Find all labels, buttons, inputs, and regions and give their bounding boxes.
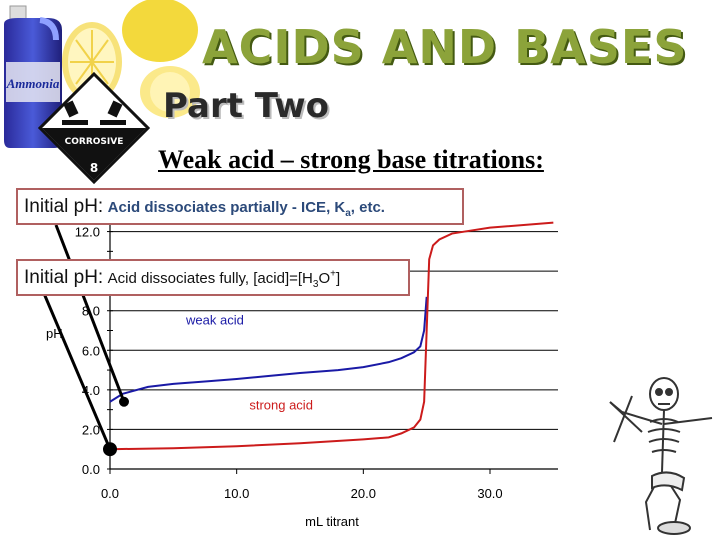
x-tick-label: 10.0 <box>224 486 249 501</box>
pointer-line <box>54 224 126 403</box>
bottle-label: Ammonia <box>6 76 60 91</box>
initial-point-weak-acid <box>119 396 129 407</box>
y-tick-label: 12.0 <box>75 225 100 240</box>
skeleton-chemist-icon <box>609 377 713 535</box>
initial-point-strong-acid <box>103 442 117 457</box>
corrosive-hazard-icon: CORROSIVE 8 <box>38 72 150 184</box>
deck-title: ACIDS AND BASES <box>202 20 688 74</box>
series-label-weak-acid: weak acid <box>185 313 244 328</box>
ammonia-bottle-icon: Ammonia <box>4 5 62 148</box>
chart-axes <box>107 191 558 474</box>
lemons-icon <box>62 0 200 118</box>
callout-lead: Initial pH: <box>24 196 104 217</box>
chart-series <box>109 221 554 451</box>
initial-ph-points <box>103 396 129 457</box>
series-line-strong-acid <box>109 221 554 451</box>
titration-chart: 0.02.04.06.08.012.0 0.0 10.0 20.0 30.0 pH m… <box>38 191 558 529</box>
callout-lead: Initial pH: <box>24 267 104 288</box>
pointer-line <box>38 283 112 450</box>
y-tick-label: 0.0 <box>82 462 100 477</box>
y-axis-label: pH <box>46 326 63 341</box>
callout-tail: ] <box>335 270 341 287</box>
series-line-weak-acid <box>109 296 428 403</box>
x-axis-label: mL titrant <box>305 514 359 529</box>
deck-subtitle: Part Two <box>163 86 330 126</box>
callout-note: Acid dissociates partially - ICE, K <box>107 199 346 216</box>
callout-superscript: + <box>330 268 336 280</box>
callout-strong-acid-initial-ph: Initial pH: Acid dissociates fully, [aci… <box>16 259 410 296</box>
series-label-strong-acid: strong acid <box>249 398 313 413</box>
callout-note: Acid dissociates fully, [acid]=[H <box>107 270 313 287</box>
y-tick-label: 6.0 <box>82 343 100 358</box>
callout-mid: O <box>318 270 331 287</box>
x-tick-labels: 0.0 10.0 20.0 30.0 <box>101 486 503 501</box>
callout-tail: , etc. <box>350 199 385 216</box>
callout-subscript: 3 <box>312 279 319 291</box>
callout-subscript: a <box>345 208 351 220</box>
y-tick-label: 2.0 <box>82 422 100 437</box>
hazard-class: 8 <box>90 161 98 175</box>
hazard-label: CORROSIVE <box>65 137 124 147</box>
x-tick-label: 30.0 <box>477 486 502 501</box>
slide-title: Weak acid – strong base titrations: <box>158 145 544 174</box>
x-tick-label: 0.0 <box>101 486 119 501</box>
callout-weak-acid-initial-ph: Initial pH: Acid dissociates partially -… <box>16 188 464 225</box>
x-tick-label: 20.0 <box>351 486 376 501</box>
pointer-lines <box>38 224 126 450</box>
